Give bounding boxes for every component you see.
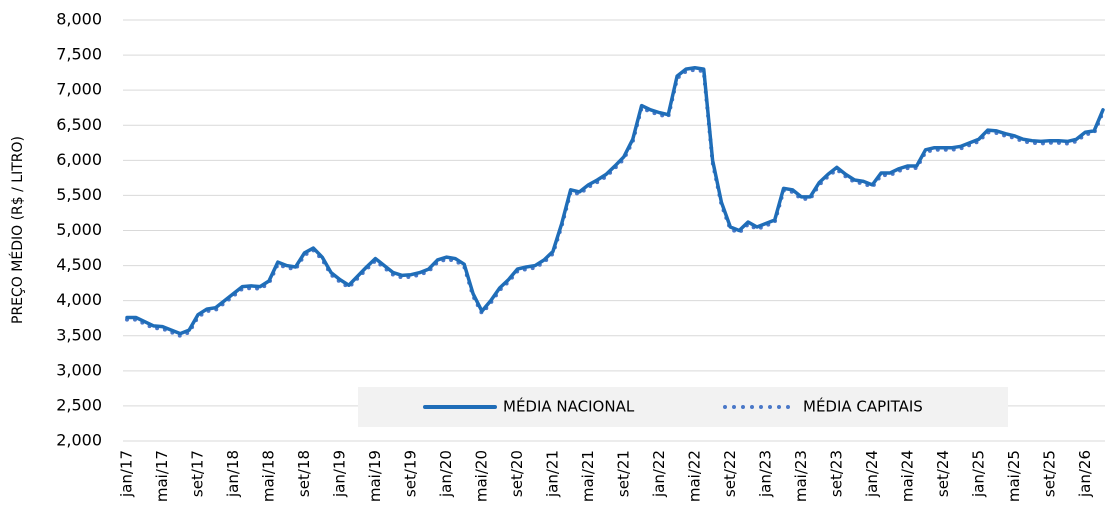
y-tick-label: 6,000 <box>56 150 102 169</box>
y-tick-label: 7,500 <box>56 45 102 64</box>
x-tick-label: set/21 <box>614 450 632 497</box>
y-tick-label: 6,500 <box>56 115 102 134</box>
y-tick-label: 2,000 <box>56 431 102 450</box>
x-tick-label: jan/20 <box>437 450 455 498</box>
x-tick-label: mai/21 <box>579 450 597 502</box>
y-tick-label: 7,000 <box>56 80 102 99</box>
x-tick-label: jan/17 <box>118 450 136 498</box>
x-tick-label: mai/19 <box>366 450 384 502</box>
series-line <box>125 65 1105 336</box>
y-axis-title: PREÇO MÉDIO (R$ / LITRO) <box>9 136 26 324</box>
x-tick-label: set/22 <box>721 450 739 497</box>
y-tick-label: 5,500 <box>56 185 102 204</box>
y-tick-label: 8,000 <box>56 10 102 29</box>
x-tick-label: jan/23 <box>756 450 774 498</box>
x-tick-label: jan/22 <box>650 450 668 498</box>
x-tick-label: mai/25 <box>1005 450 1023 502</box>
x-tick-label: mai/23 <box>792 450 810 502</box>
y-tick-label: 4,000 <box>56 290 102 309</box>
x-tick-label: mai/24 <box>898 450 916 502</box>
x-tick-label: jan/21 <box>543 450 561 498</box>
x-tick-label: set/24 <box>934 450 952 497</box>
x-tick-label: mai/20 <box>472 450 490 502</box>
x-tick-label: mai/22 <box>685 450 703 502</box>
y-tick-label: 4,500 <box>56 255 102 274</box>
x-tick-label: set/17 <box>188 450 206 497</box>
y-tick-label: 3,500 <box>56 325 102 344</box>
x-tick-label: set/19 <box>401 450 419 497</box>
x-tick-label: jan/18 <box>224 450 242 498</box>
x-tick-label: set/23 <box>827 450 845 497</box>
x-tick-label: jan/25 <box>969 450 987 498</box>
legend-label: MÉDIA CAPITAIS <box>803 397 923 416</box>
x-tick-label: set/25 <box>1040 450 1058 497</box>
x-tick-label: mai/17 <box>153 450 171 502</box>
x-tick-label: set/18 <box>295 450 313 497</box>
series-line <box>125 67 1105 338</box>
x-tick-label: set/20 <box>508 450 526 497</box>
x-tick-label: mai/18 <box>259 450 277 502</box>
y-tick-label: 3,000 <box>56 360 102 379</box>
legend-label: MÉDIA NACIONAL <box>503 397 635 416</box>
y-tick-label: 5,000 <box>56 220 102 239</box>
x-tick-label: jan/26 <box>1076 450 1094 498</box>
x-tick-label: jan/24 <box>863 450 881 498</box>
y-tick-label: 2,500 <box>56 395 102 414</box>
x-tick-label: jan/19 <box>330 450 348 498</box>
